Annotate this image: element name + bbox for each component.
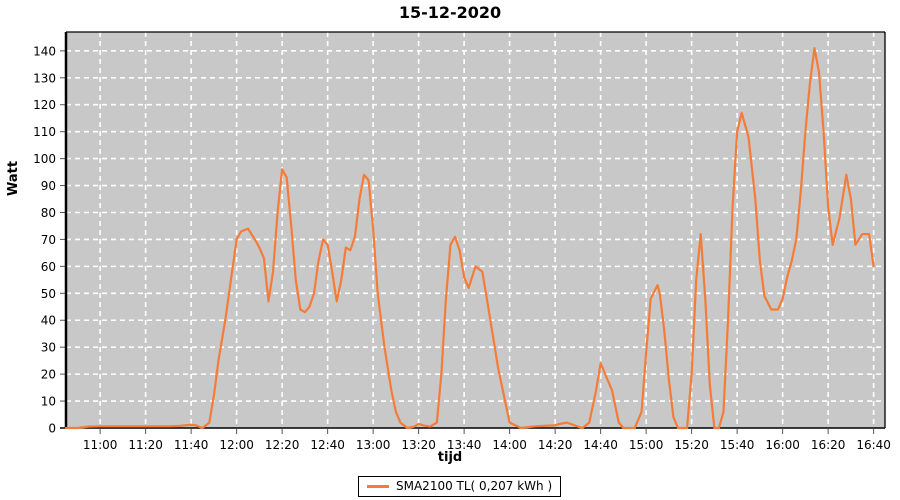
y-tick-label: 10 — [41, 395, 56, 409]
y-tick-label: 130 — [33, 71, 56, 85]
x-tick-label: 14:20 — [538, 438, 573, 452]
x-tick-label: 16:20 — [811, 438, 846, 452]
x-tick-label: 11:00 — [83, 438, 118, 452]
y-tick-label: 80 — [41, 206, 56, 220]
legend-label: SMA2100 TL( 0,207 kWh ) — [396, 479, 553, 493]
chart-title: 15-12-2020 — [398, 3, 502, 22]
y-tick-label: 0 — [48, 422, 56, 436]
y-tick-label: 30 — [41, 341, 56, 355]
legend-color-swatch — [367, 484, 389, 488]
x-tick-label: 11:40 — [174, 438, 209, 452]
x-tick-label: 13:20 — [401, 438, 436, 452]
x-axis-label: tijd — [437, 450, 463, 465]
x-tick-label: 15:20 — [674, 438, 709, 452]
x-tick-label: 13:40 — [447, 438, 482, 452]
plot-background — [66, 32, 885, 428]
x-tick-label: 12:00 — [219, 438, 254, 452]
x-tick-label: 13:00 — [356, 438, 391, 452]
y-tick-label: 100 — [33, 152, 56, 166]
y-tick-label: 110 — [33, 125, 56, 139]
y-tick-label: 90 — [41, 179, 56, 193]
x-tick-label: 15:40 — [720, 438, 755, 452]
x-tick-label: 15:00 — [629, 438, 664, 452]
y-tick-label: 20 — [41, 368, 56, 382]
chart-legend[interactable]: SMA2100 TL( 0,207 kWh ) — [358, 476, 562, 497]
y-tick-label: 120 — [33, 98, 56, 112]
x-tick-label: 12:40 — [310, 438, 345, 452]
x-tick-label: 14:40 — [583, 438, 618, 452]
y-tick-label: 60 — [41, 260, 56, 274]
y-tick-label: 50 — [41, 287, 56, 301]
x-tick-label: 16:40 — [856, 438, 891, 452]
y-tick-label: 140 — [33, 44, 56, 58]
y-tick-label: 70 — [41, 233, 56, 247]
x-tick-label: 16:00 — [765, 438, 800, 452]
x-tick-label: 12:20 — [265, 438, 300, 452]
series-line-0 — [64, 47, 875, 430]
x-tick-label: 11:20 — [128, 438, 163, 452]
x-tick-label: 14:00 — [492, 438, 527, 452]
y-tick-label: 40 — [41, 314, 56, 328]
